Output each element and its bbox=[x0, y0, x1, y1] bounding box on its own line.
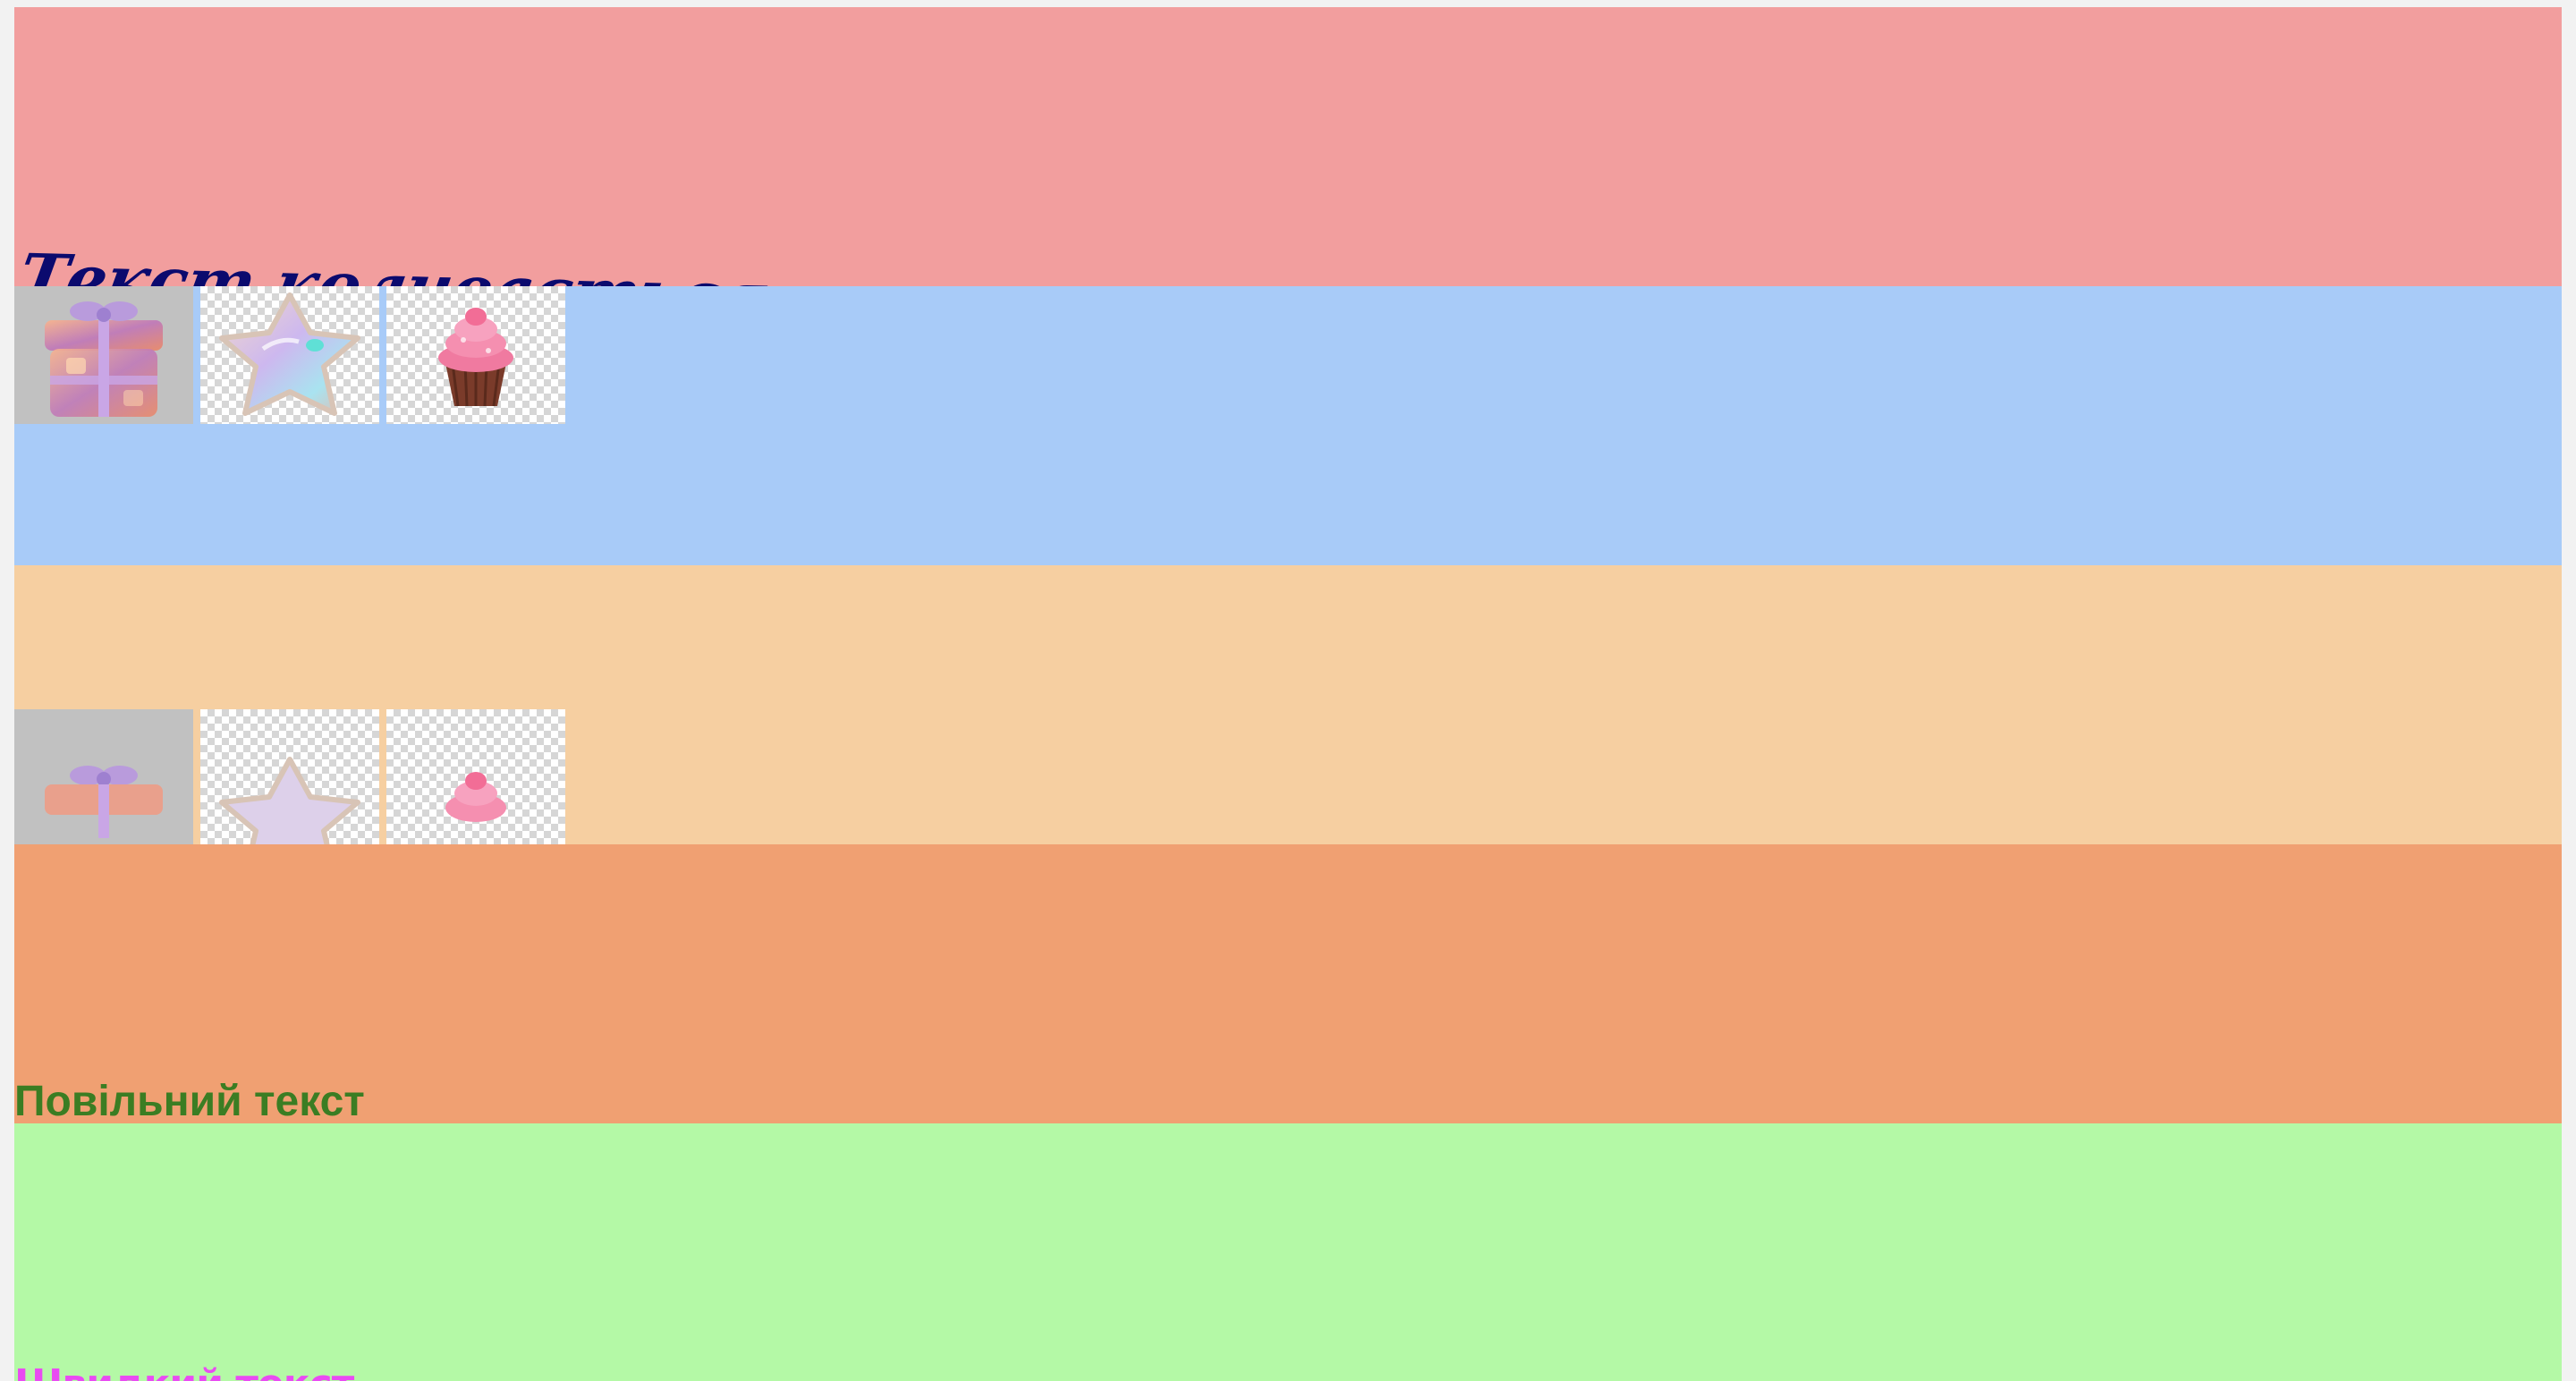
gift-icon bbox=[14, 709, 193, 844]
star-balloon-icon bbox=[200, 709, 379, 844]
band-images-bottom bbox=[14, 565, 2562, 844]
image-row-bottom bbox=[14, 709, 565, 844]
wobble-text: Текст коливається вгору-вниз bbox=[14, 239, 1195, 286]
cupcake-icon bbox=[386, 709, 565, 844]
slow-text: Повільний текст bbox=[14, 1078, 365, 1123]
band-wobble-text: Текст коливається вгору-вниз bbox=[14, 7, 2562, 286]
band-images-top bbox=[14, 286, 2562, 565]
gift-icon bbox=[14, 286, 193, 424]
star-balloon-icon bbox=[200, 286, 379, 424]
animation-page: Текст коливається вгору-вниз bbox=[14, 7, 2562, 1381]
image-row-top bbox=[14, 286, 565, 424]
band-fast-text: Швидкий текст bbox=[14, 1123, 2562, 1381]
band-slow-text: Повільний текст bbox=[14, 844, 2562, 1123]
fast-text: Швидкий текст bbox=[14, 1365, 354, 1381]
cupcake-icon bbox=[386, 286, 565, 424]
